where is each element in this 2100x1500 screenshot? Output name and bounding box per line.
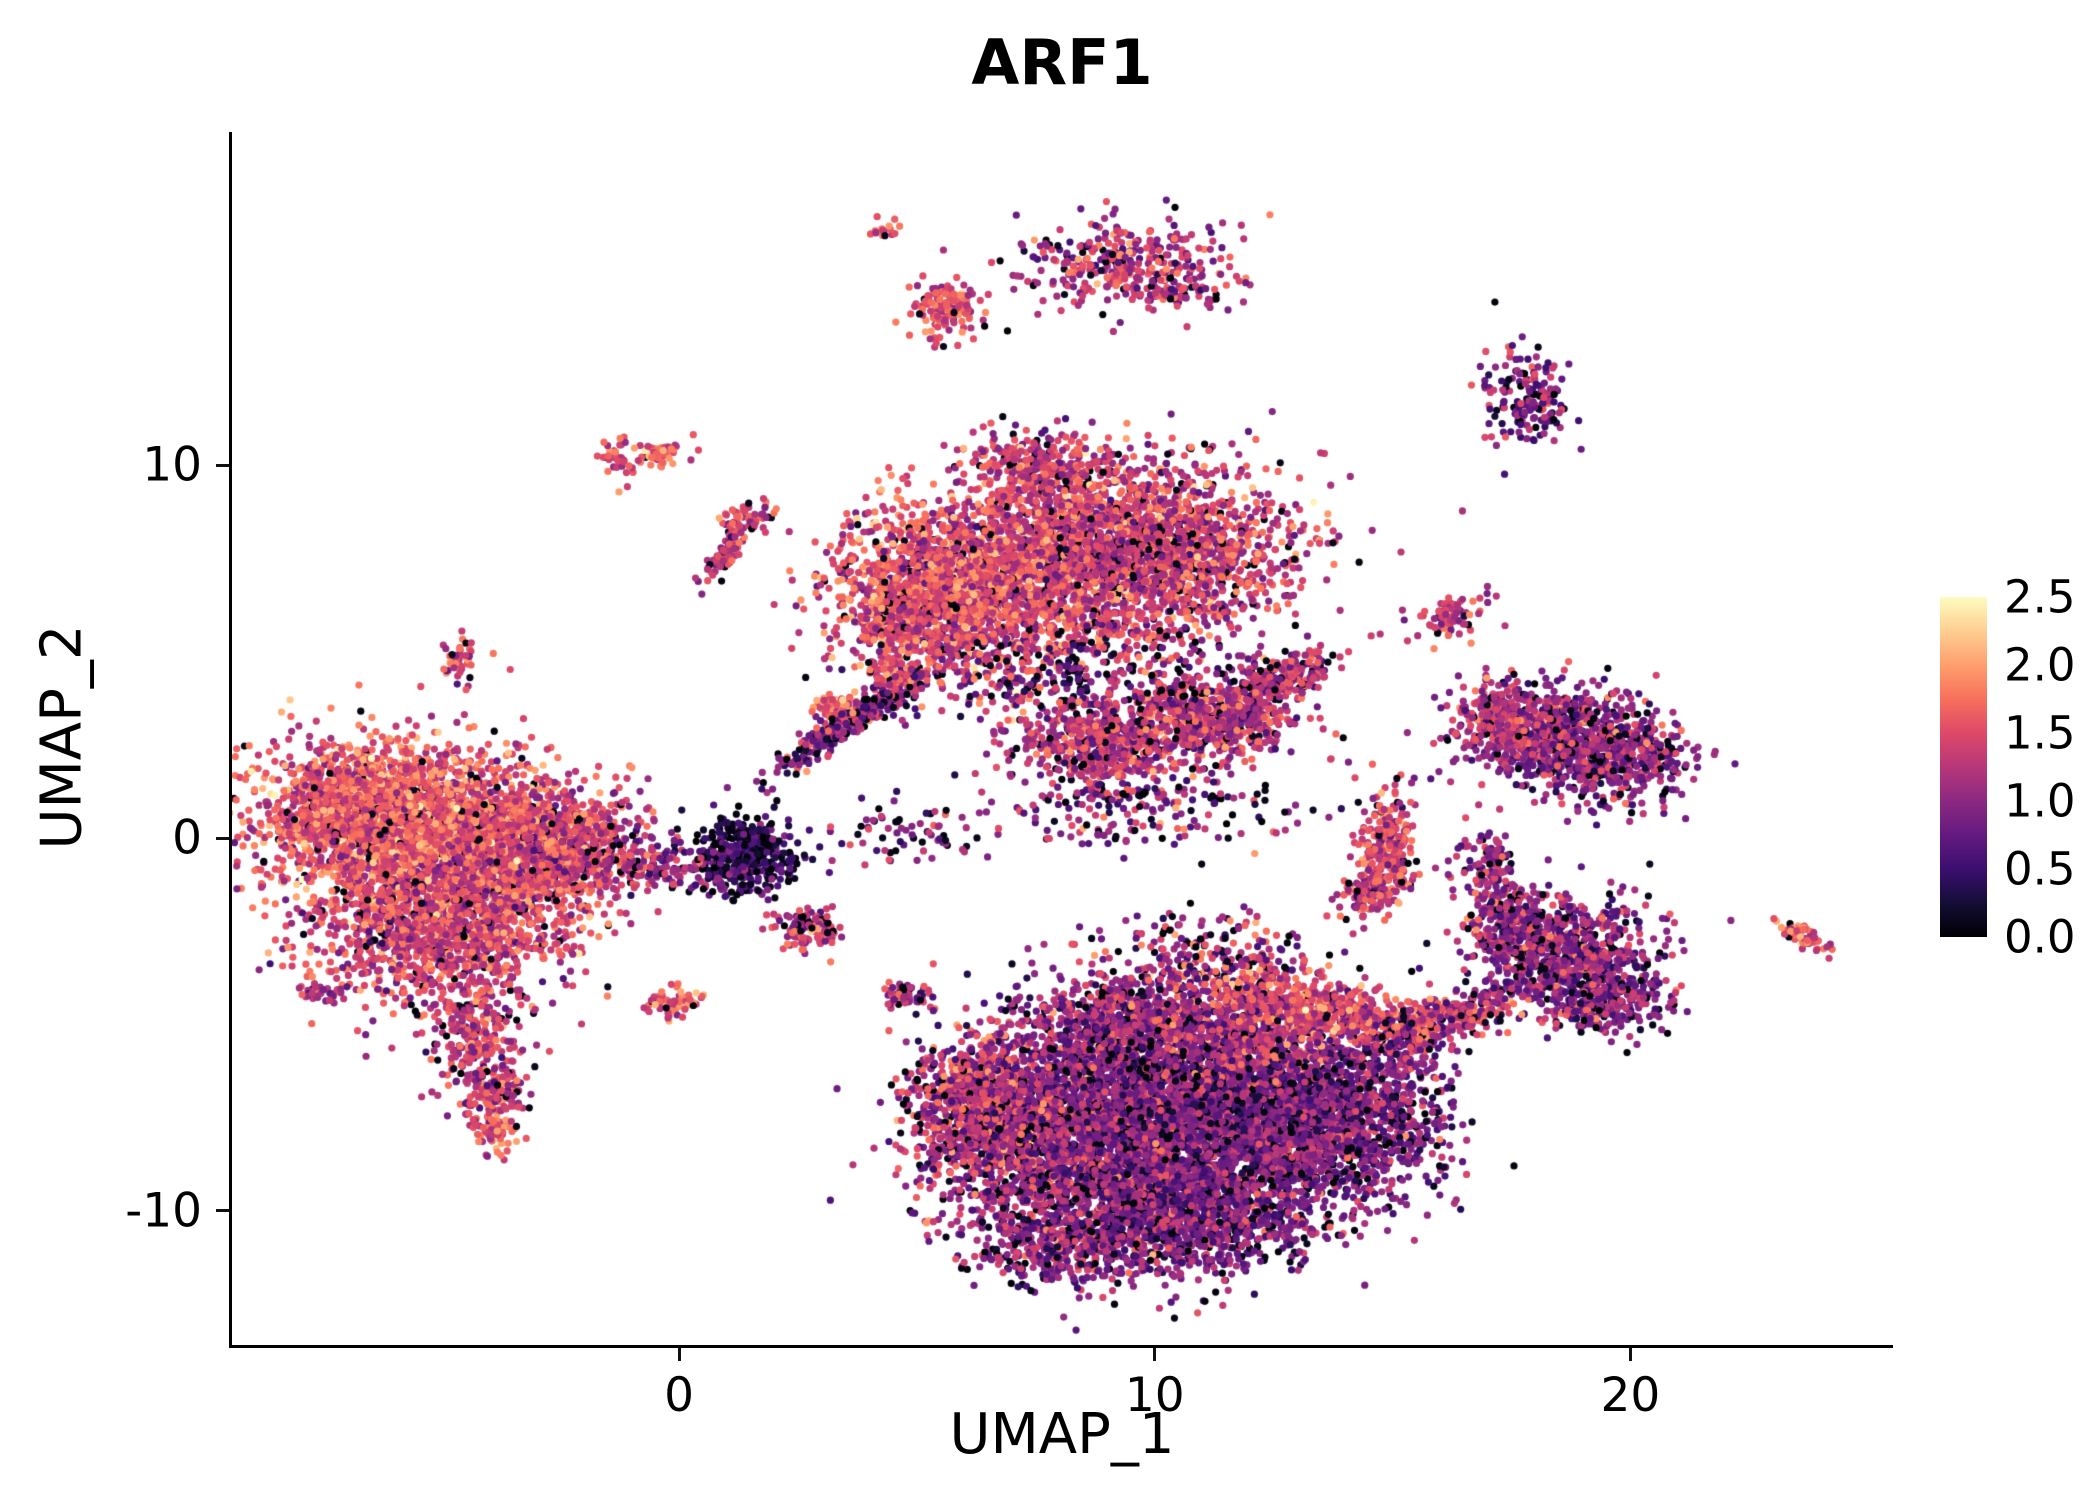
x-axis-tick (677, 1348, 681, 1361)
umap-scatter-canvas (232, 130, 1892, 1345)
chart-title: ARF1 (971, 26, 1153, 99)
colorbar-tick-label: 2.0 (2004, 638, 2076, 692)
colorbar-tick-label: 2.5 (2004, 570, 2076, 624)
colorbar-tick-label: 0.5 (2004, 842, 2076, 896)
y-axis-tick-label: 0 (172, 810, 202, 866)
x-axis-tick (1628, 1348, 1632, 1361)
y-axis-tick (216, 1209, 229, 1213)
colorbar-tick-label: 0.0 (2004, 910, 2076, 964)
colorbar-tick-label: 1.5 (2004, 706, 2076, 760)
y-axis-line (229, 132, 232, 1348)
x-axis-tick (1153, 1348, 1157, 1361)
y-axis-tick (216, 836, 229, 840)
x-axis-line (229, 1345, 1893, 1348)
y-axis-tick-label: 10 (142, 437, 202, 493)
colorbar-gradient (1940, 597, 1987, 937)
y-axis-tick-label: -10 (125, 1183, 202, 1239)
colorbar-tick-label: 1.0 (2004, 774, 2076, 828)
x-axis-title: UMAP_1 (949, 1402, 1175, 1467)
x-axis-tick-label: 10 (1124, 1368, 1185, 1423)
x-axis-tick-label: 0 (664, 1368, 695, 1423)
y-axis-title: UMAP_2 (29, 624, 95, 850)
y-axis-tick (216, 463, 229, 467)
x-axis-tick-label: 20 (1600, 1368, 1661, 1423)
